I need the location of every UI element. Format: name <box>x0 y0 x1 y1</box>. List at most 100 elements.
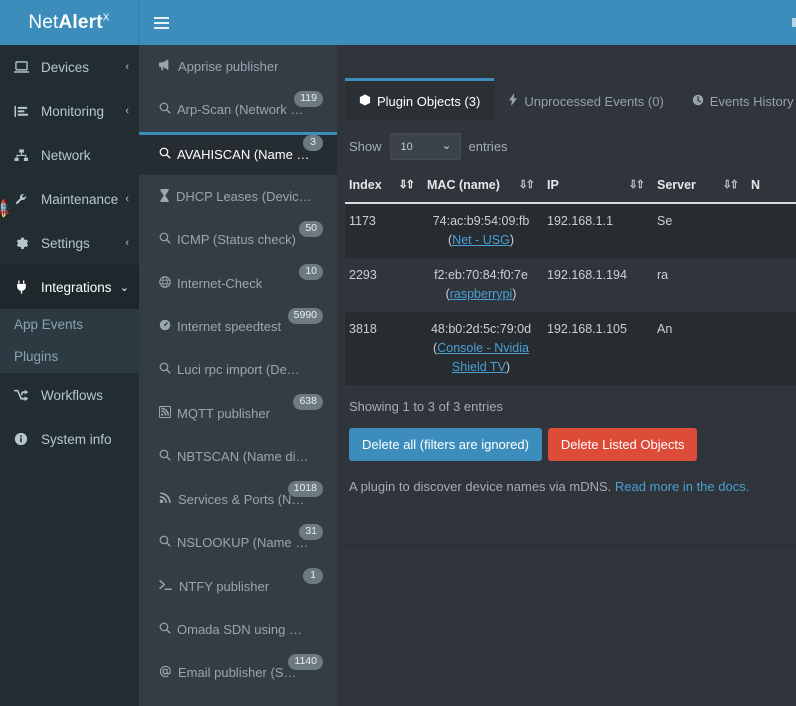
sidebar-item-plugins[interactable]: Plugins <box>0 341 139 373</box>
sidebar-label-integrations: Integrations <box>41 279 112 295</box>
sidebar-label-system-info: System info <box>41 431 112 447</box>
search-icon <box>159 535 171 550</box>
plugin-list-item[interactable]: Services & Ports (N… 1018 <box>139 478 337 521</box>
header-right-clipped-icon[interactable] <box>792 18 796 27</box>
sort-icon-server: ⇩⇧ <box>722 179 740 191</box>
sidebar-item-system-info[interactable]: System info <box>0 417 139 461</box>
plug-icon <box>14 280 34 294</box>
bullhorn-icon <box>159 59 172 74</box>
plugin-count-badge: 119 <box>294 91 323 108</box>
plugin-list-item[interactable]: MQTT publisher 638 <box>139 391 337 434</box>
plugin-description: A plugin to discover device names via mD… <box>345 461 796 494</box>
broadcast-icon <box>159 492 172 507</box>
plugin-list-item-label: NTFY publisher <box>179 578 270 594</box>
cell-server: An <box>653 312 747 385</box>
device-name-link[interactable]: Net - USG <box>452 233 510 247</box>
search-icon <box>159 147 171 162</box>
plugin-list-item[interactable]: Luci rpc import (De… <box>139 348 337 391</box>
plugin-list-item[interactable]: Internet speedtest 5990 <box>139 305 337 348</box>
plugin-list-item[interactable]: DHCP Leases (Devic… <box>139 175 337 218</box>
device-name-wrapper: (Console - Nvidia Shield TV) <box>433 341 529 374</box>
chevron-left-icon: ‹ <box>125 61 129 73</box>
plugin-list-item[interactable]: ICMP (Status check) 50 <box>139 218 337 261</box>
top-header: NetAlertX <box>0 0 796 45</box>
plugin-list-item[interactable]: Omada SDN using … <box>139 608 337 651</box>
sidebar-item-network[interactable]: Network <box>0 133 139 177</box>
cell-index: 3818 <box>345 312 423 385</box>
tab-label: Plugin Objects (3) <box>377 93 481 109</box>
sidebar-label-settings: Settings <box>41 235 90 251</box>
plugin-list-item[interactable]: AVAHISCAN (Name … 3 <box>139 131 337 175</box>
tab-label: Unprocessed Events (0) <box>524 93 664 109</box>
column-header-index[interactable]: Index ⇩⇧ <box>345 170 423 204</box>
cell-ip: 192.168.1.1 <box>543 203 653 258</box>
at-icon <box>159 665 172 681</box>
tab-events-history[interactable]: Events History (6) <box>678 78 796 121</box>
chevron-down-icon: ⌄ <box>119 281 129 294</box>
sidebar-item-monitoring[interactable]: Monitoring ‹ <box>0 89 139 133</box>
sidebar-item-integrations[interactable]: Integrations ⌄ <box>0 265 139 309</box>
cell-index: 1173 <box>345 203 423 258</box>
plugin-list-item-label: NSLOOKUP (Name … <box>177 535 309 551</box>
entries-per-page-select[interactable]: 10 ⌄ <box>389 133 461 160</box>
column-header-ip[interactable]: IP ⇩⇧ <box>543 170 653 204</box>
cell-server: Se <box>653 203 747 258</box>
plugin-list-item[interactable]: NBTSCAN (Name di… <box>139 435 337 478</box>
header-bar <box>139 0 796 45</box>
column-label-name: N <box>751 178 761 192</box>
plugin-list-item[interactable]: Email publisher (S… 1140 <box>139 651 337 694</box>
search-icon <box>159 362 171 377</box>
main-content: Plugin Objects (3) Unprocessed Events (0)… <box>337 45 796 706</box>
delete-all-button[interactable]: Delete all (filters are ignored) <box>349 428 542 461</box>
docs-link[interactable]: Read more in the docs. <box>614 479 750 494</box>
cell-name-overflow <box>747 258 796 312</box>
plugin-list-item[interactable]: NSLOOKUP (Name … 31 <box>139 521 337 564</box>
hamburger-icon[interactable] <box>139 0 183 45</box>
sidebar-item-devices[interactable]: Devices ‹ <box>0 45 139 89</box>
device-name-link[interactable]: Console - Nvidia Shield TV <box>437 341 529 374</box>
device-name-wrapper: (raspberrypi) <box>445 287 517 301</box>
globe-icon <box>159 275 171 291</box>
show-entries-bar: Show 10 ⌄ entries <box>345 121 796 170</box>
plugin-list-item[interactable]: NTFY publisher 1 <box>139 565 337 608</box>
delete-listed-objects-button[interactable]: Delete Listed Objects <box>547 428 698 461</box>
sidebar-item-settings[interactable]: Settings ‹ <box>0 221 139 265</box>
table-row[interactable]: 2293 f2:eb:70:84:f0:7e (raspberrypi) 192.1… <box>345 258 796 312</box>
column-header-mac[interactable]: MAC (name) ⇩⇧ <box>423 170 543 204</box>
plugin-list-item-label: Luci rpc import (De… <box>177 362 300 378</box>
plugin-count-badge: 638 <box>293 394 323 411</box>
info-circle-icon <box>14 432 34 446</box>
clock-icon <box>692 94 704 109</box>
tab-label: Events History (6) <box>709 93 796 109</box>
plugin-list-item[interactable]: Apprise publisher <box>139 45 337 88</box>
sidebar-item-app-events[interactable]: App Events <box>0 309 139 341</box>
column-label-index: Index <box>349 178 382 192</box>
plugin-list-item-label: Internet speedtest <box>177 318 282 334</box>
plugin-list-item-label: Services & Ports (N… <box>178 492 305 508</box>
plugin-list-item-label: Apprise publisher <box>178 59 279 75</box>
column-header-name[interactable]: N <box>747 170 796 204</box>
main-sidebar: Devices ‹ Monitoring ‹ Network 🚀 Mainten… <box>0 45 139 706</box>
tab-unprocessed-events[interactable]: Unprocessed Events (0) <box>494 78 677 121</box>
plugin-count-badge: 50 <box>299 221 323 238</box>
cell-ip: 192.168.1.194 <box>543 258 653 312</box>
sidebar-item-maintenance[interactable]: Maintenance ‹ <box>0 177 139 221</box>
tab-plugin-objects[interactable]: Plugin Objects (3) <box>345 78 495 121</box>
cell-ip: 192.168.1.105 <box>543 312 653 385</box>
column-header-server[interactable]: Server ⇩⇧ <box>653 170 747 204</box>
device-name-link[interactable]: raspberrypi <box>449 287 513 301</box>
chart-bar-icon <box>14 105 34 118</box>
plugin-count-badge: 31 <box>299 524 323 541</box>
sidebar-item-workflows[interactable]: Workflows <box>0 373 139 417</box>
mac-address: 74:ac:b9:54:09:fb <box>432 214 530 228</box>
table-row[interactable]: 1173 74:ac:b9:54:09:fb (Net - USG) 192.168… <box>345 203 796 258</box>
table-row[interactable]: 3818 48:b0:2d:5c:79:0d (Console - Nvidia … <box>345 312 796 385</box>
sort-icon-index: ⇩⇧ <box>398 179 416 191</box>
mac-address: f2:eb:70:84:f0:7e <box>434 268 528 282</box>
app-logo[interactable]: NetAlertX <box>0 0 139 45</box>
plugin-list-item[interactable]: Internet-Check 10 <box>139 261 337 304</box>
cell-server: ra <box>653 258 747 312</box>
show-label: Show <box>349 139 382 154</box>
search-icon <box>159 622 171 637</box>
plugin-list-item[interactable]: Arp-Scan (Network … 119 <box>139 88 337 131</box>
